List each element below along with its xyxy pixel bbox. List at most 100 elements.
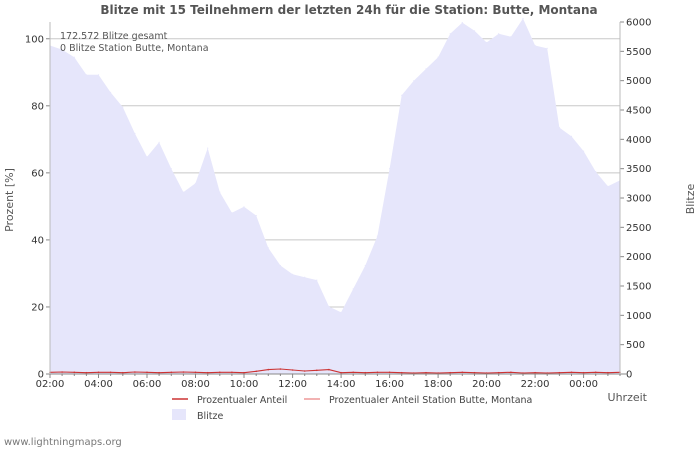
data-point-percent <box>558 371 561 374</box>
data-point-blitze <box>231 212 233 214</box>
data-point-percent <box>534 371 536 374</box>
data-point-percent <box>122 371 124 374</box>
data-point-percent <box>231 371 233 374</box>
data-point-blitze <box>304 276 306 278</box>
legend-label: Prozentualer Anteil Station Butte, Monta… <box>329 395 532 406</box>
series-area-blitze <box>50 18 620 374</box>
data-point-percent <box>134 371 136 373</box>
y-right-tick-label: 2500 <box>626 223 651 234</box>
data-point-blitze <box>110 91 112 93</box>
data-point-percent <box>449 371 452 374</box>
data-point-blitze <box>267 247 269 249</box>
y-axis-right-label: Blitze <box>684 184 697 215</box>
annotation-total: 172.572 Blitze gesamt <box>60 31 168 42</box>
data-point-percent <box>291 369 294 371</box>
y-right-tick-label: 5000 <box>626 76 651 87</box>
y-right-tick-label: 3500 <box>626 164 651 175</box>
data-point-blitze <box>389 168 391 170</box>
data-point-blitze <box>328 305 330 308</box>
legend: Prozentualer Anteil Prozentualer Anteil S… <box>172 395 532 422</box>
data-point-blitze <box>73 56 75 58</box>
x-tick-label: 00:00 <box>569 379 598 390</box>
data-point-percent <box>364 371 367 374</box>
data-point-percent <box>340 371 342 374</box>
axes: 0204060801000500100015002000250030003500… <box>25 18 652 391</box>
data-point-percent <box>570 371 573 374</box>
data-point-percent <box>328 368 330 371</box>
data-point-percent <box>594 371 597 374</box>
data-point-percent <box>85 371 88 374</box>
annotation-station: 0 Blitze Station Butte, Montana <box>60 43 209 54</box>
x-tick-label: 16:00 <box>375 379 404 390</box>
data-point-blitze <box>243 206 245 208</box>
data-point-percent <box>473 371 476 374</box>
data-point-percent <box>461 371 464 374</box>
data-point-blitze <box>401 94 403 96</box>
data-point-blitze <box>558 127 561 129</box>
data-point-blitze <box>498 33 500 35</box>
data-point-percent <box>194 371 197 374</box>
data-point-blitze <box>352 288 354 290</box>
data-point-blitze <box>413 80 415 82</box>
data-point-blitze <box>170 168 172 170</box>
y-right-tick-label: 3000 <box>626 194 651 205</box>
data-point-blitze <box>194 182 197 184</box>
footer-credit: www.lightningmaps.org <box>4 437 122 448</box>
data-point-percent <box>206 371 209 374</box>
data-point-percent <box>267 368 270 371</box>
data-point-blitze <box>219 191 221 193</box>
data-point-blitze <box>61 49 63 51</box>
data-point-blitze <box>340 311 342 313</box>
y-right-tick-label: 0 <box>626 370 632 381</box>
data-point-blitze <box>146 156 148 158</box>
data-point-blitze <box>376 235 378 237</box>
data-point-blitze <box>461 22 463 24</box>
data-point-blitze <box>546 47 548 50</box>
y-left-tick-label: 20 <box>31 302 44 313</box>
data-point-blitze <box>158 141 160 143</box>
series-line-percent <box>49 368 621 374</box>
data-point-blitze <box>534 44 536 47</box>
y-left-tick-label: 0 <box>38 370 44 381</box>
data-point-blitze <box>279 264 281 267</box>
legend-swatch-area <box>172 409 186 420</box>
data-point-blitze <box>122 106 124 108</box>
y-left-tick-label: 40 <box>31 235 44 246</box>
data-point-blitze <box>134 132 136 135</box>
x-tick-label: 10:00 <box>230 379 259 390</box>
data-point-percent <box>279 368 282 370</box>
y-right-tick-label: 1000 <box>626 311 651 322</box>
data-point-percent <box>158 371 160 374</box>
data-point-percent <box>182 371 185 373</box>
data-point-blitze <box>607 185 609 187</box>
data-point-percent <box>109 371 112 374</box>
y-right-tick-label: 1500 <box>626 282 651 293</box>
data-point-blitze <box>510 36 512 38</box>
data-point-blitze <box>316 279 318 281</box>
data-point-percent <box>352 371 355 374</box>
data-point-percent <box>97 371 100 374</box>
data-point-blitze <box>97 74 100 76</box>
data-point-blitze <box>473 30 476 32</box>
data-point-percent <box>170 371 173 374</box>
data-point-blitze <box>570 135 573 137</box>
x-tick-label: 20:00 <box>472 379 501 390</box>
data-point-blitze <box>292 273 294 275</box>
x-tick-label: 14:00 <box>327 379 356 390</box>
x-tick-label: 02:00 <box>36 379 65 390</box>
x-tick-label: 04:00 <box>84 379 113 390</box>
data-point-blitze <box>207 147 209 149</box>
data-point-percent <box>61 371 63 373</box>
data-point-percent <box>376 371 379 374</box>
data-point-percent <box>243 371 245 374</box>
y-left-tick-label: 60 <box>31 168 44 179</box>
data-point-blitze <box>364 264 366 267</box>
data-point-blitze <box>85 74 87 76</box>
x-tick-label: 18:00 <box>424 379 453 390</box>
data-point-blitze <box>522 17 524 20</box>
y-left-tick-label: 80 <box>31 101 44 112</box>
data-point-blitze <box>583 150 585 152</box>
area-layer <box>49 17 621 374</box>
data-point-percent <box>255 370 257 373</box>
